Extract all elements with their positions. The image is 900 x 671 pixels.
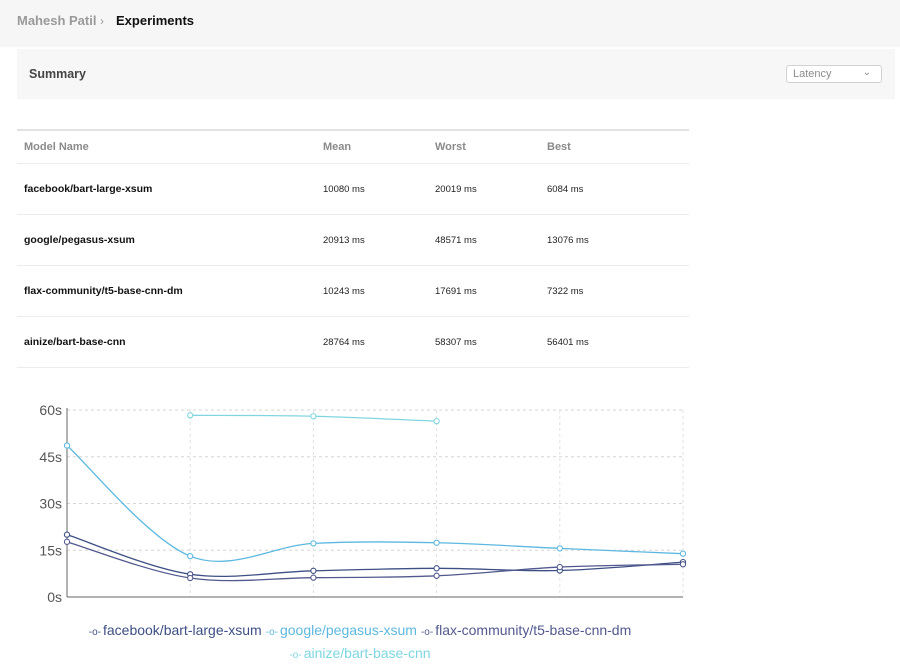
legend-item[interactable]: -o-ainize/bart-base-cnn — [289, 643, 430, 666]
legend-line-icon: -o- — [420, 627, 434, 638]
data-point — [63, 442, 71, 449]
series-line — [66, 445, 684, 563]
series-line — [66, 534, 684, 578]
y-tick-label: 15s — [39, 542, 62, 558]
model-name-cell: ainize/bart-base-cnn — [17, 316, 323, 368]
chart-legend: -o-facebook/bart-large-xsum -o-google/peg… — [40, 620, 680, 666]
metric-select[interactable]: Latency ⌄ — [786, 65, 882, 83]
legend-line-icon: -o- — [265, 627, 278, 638]
data-point — [433, 565, 440, 572]
data-point — [63, 538, 71, 545]
mean-cell: 28764 ms — [323, 316, 435, 368]
y-tick-label: 45s — [39, 449, 62, 465]
data-point — [187, 574, 194, 582]
legend-label: google/pegasus-xsum — [279, 622, 417, 638]
top-bar: Mahesh Patil › Experiments — [0, 0, 900, 47]
column-header-mean: Mean — [323, 130, 435, 164]
breadcrumb-separator-icon: › — [100, 14, 104, 28]
legend-line-icon: -o- — [289, 650, 302, 661]
mean-cell: 10243 ms — [323, 265, 435, 317]
data-point — [679, 561, 687, 568]
legend-label: ainize/bart-base-cnn — [303, 645, 431, 661]
column-header-best: Best — [547, 130, 689, 164]
model-name-cell: google/pegasus-xsum — [17, 214, 323, 266]
legend-item[interactable]: -o-facebook/bart-large-xsum — [89, 620, 262, 643]
table-header-row: Model Name Mean Worst Best — [17, 130, 689, 164]
metric-select-value: Latency — [793, 68, 832, 80]
y-tick-label: 30s — [39, 496, 62, 512]
data-point — [187, 553, 194, 560]
data-point — [310, 540, 317, 547]
worst-cell: 48571 ms — [435, 214, 547, 266]
data-point — [187, 412, 194, 419]
legend-item[interactable]: -o-flax-community/t5-base-cnn-dm — [421, 620, 631, 643]
data-point — [63, 531, 71, 538]
worst-cell: 58307 ms — [435, 316, 547, 368]
breadcrumb-current-page: Experiments — [116, 13, 195, 28]
data-point — [556, 545, 563, 552]
data-point — [433, 418, 440, 425]
table-row: ainize/bart-base-cnn 28764 ms 58307 ms 5… — [17, 316, 689, 368]
table-row: flax-community/t5-base-cnn-dm 10243 ms 1… — [17, 265, 689, 317]
latency-line-chart: 0s 15s 30s 45s 60s — [39, 402, 687, 605]
data-point — [433, 572, 440, 579]
best-cell: 6084 ms — [547, 163, 689, 215]
data-point — [679, 550, 687, 557]
breadcrumb-user-link[interactable]: Mahesh Patil — [17, 13, 97, 28]
column-header-model-name: Model Name — [17, 130, 323, 164]
chevron-down-icon: ⌄ — [862, 67, 871, 78]
worst-cell: 20019 ms — [435, 163, 547, 215]
model-name-cell: facebook/bart-large-xsum — [17, 163, 323, 215]
models-table: Model Name Mean Worst Best facebook/bart… — [17, 129, 689, 368]
legend-line-icon: -o- — [88, 627, 101, 638]
model-name-cell: flax-community/t5-base-cnn-dm — [17, 265, 323, 317]
legend-label: facebook/bart-large-xsum — [102, 622, 262, 638]
summary-title: Summary — [29, 67, 86, 81]
series-line — [66, 541, 684, 582]
data-point — [433, 539, 440, 546]
data-point — [556, 563, 563, 571]
summary-header: Summary Latency ⌄ — [17, 49, 895, 99]
table-row: facebook/bart-large-xsum 10080 ms 20019 … — [17, 163, 689, 215]
mean-cell: 20913 ms — [323, 214, 435, 266]
best-cell: 7322 ms — [547, 265, 689, 317]
y-tick-label: 60s — [39, 402, 62, 418]
y-tick-label: 0s — [47, 589, 62, 605]
data-point — [310, 574, 317, 581]
data-point — [310, 413, 317, 420]
legend-item[interactable]: -o-google/pegasus-xsum — [266, 620, 417, 643]
data-point — [310, 567, 317, 574]
table-row: google/pegasus-xsum 20913 ms 48571 ms 13… — [17, 214, 689, 266]
worst-cell: 17691 ms — [435, 265, 547, 317]
best-cell: 56401 ms — [547, 316, 689, 368]
legend-label: flax-community/t5-base-cnn-dm — [435, 622, 632, 638]
best-cell: 13076 ms — [547, 214, 689, 266]
column-header-worst: Worst — [435, 130, 547, 164]
mean-cell: 10080 ms — [323, 163, 435, 215]
